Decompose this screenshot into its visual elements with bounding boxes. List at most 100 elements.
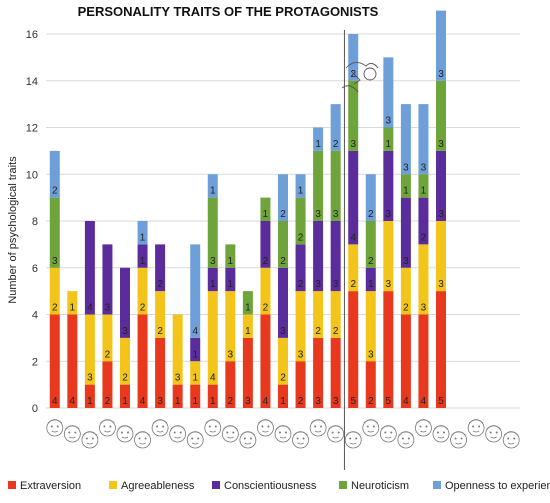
bar-segment [137,267,148,315]
bar-stacks: 4232411342231234211322131114141312311311… [49,10,446,408]
bar-segment [400,267,411,315]
bar-segment [49,267,60,315]
bar-value-label: 3 [403,256,409,267]
bar-value-label: 2 [368,209,374,220]
bar-value-label: 1 [368,279,374,290]
bar-segment [225,291,236,362]
bar-value-label: 3 [157,396,163,407]
bar-segment [260,221,271,268]
bar-segment [120,267,130,338]
bar-value-label: 1 [245,303,251,314]
bar-segment [190,337,201,362]
character-sketch-icon [151,419,169,437]
bar-value-label: 4 [52,396,58,407]
bar-value-label: 3 [438,139,444,150]
bar-segment [295,174,306,198]
y-tick-label: 2 [32,356,38,368]
bar-segment [278,337,288,385]
bar-value-label: 1 [210,186,216,197]
character-sketch-icon [239,431,257,449]
bar-segment [400,174,411,198]
character-sketch-icon [257,419,274,437]
bar-value-label: 3 [210,256,216,267]
bar-segment [49,197,60,268]
bar-segment [348,150,359,245]
bar-segment [365,291,376,362]
bar-value-label: 3 [175,373,181,384]
bar-segment [278,174,288,221]
character-sketch-icon [81,431,99,449]
doodle-icon [341,62,379,93]
legend: Extraversion Agreeableness Conscientiousne… [8,480,550,492]
bar-value-label: 3 [315,279,321,290]
bar-segment [313,127,324,151]
bar-value-label: 2 [368,256,374,267]
bar-value-label: 2 [280,209,286,220]
bar-value-label: 1 [386,139,392,150]
legend-item: Extraversion [8,480,81,492]
bar-segment [49,314,60,408]
legend-label: Conscientiousness [224,480,317,492]
bar-value-label: 3 [87,373,93,384]
bar-value-label: 1 [70,303,76,314]
y-tick-label: 14 [26,76,38,88]
bar-segment [155,244,166,292]
bar-value-label: 2 [298,232,304,243]
character-sketch-icon [99,419,116,437]
bar-segment [348,291,359,408]
bar-segment [313,150,324,221]
legend-swatch [8,481,16,489]
bar-value-label: 1 [228,256,234,267]
bar-value-label: 2 [368,396,374,407]
character-sketch-icon [467,419,485,437]
bar-segment [137,221,148,245]
character-sketch-icon [204,419,222,437]
bar-segment [102,361,113,408]
character-sketch-icon [327,425,345,443]
bar-segment [225,267,236,292]
legend-swatch [109,481,117,489]
bar-segment [120,337,130,385]
legend-item: Neuroticism [339,480,409,492]
bar-value-label: 1 [140,256,146,267]
bar-segment [348,80,359,151]
bar-segment [383,150,394,221]
bar-value-label: 4 [192,326,198,337]
bar-segment [383,221,394,292]
character-sketch-icon [134,431,151,449]
character-sketch-icon [46,419,64,437]
character-sketch-icon [116,425,134,443]
bar-value-label: 3 [280,326,286,337]
bar-segment [418,314,429,408]
bar-segment [436,10,446,81]
bar-segment [190,244,201,338]
bar-value-label: 3 [368,349,374,360]
y-tick-label: 16 [26,29,38,41]
y-tick-labels: 0 2 4 6 8 10 12 14 16 [26,29,38,415]
bar-value-label: 4 [421,396,427,407]
bar-value-label: 2 [333,139,339,150]
bar-segment [295,244,306,292]
bar-value-label: 2 [105,396,111,407]
character-sketch-icon [169,425,187,443]
y-tick-label: 4 [32,310,38,322]
bar-segment [330,291,341,338]
bar-segment [418,174,429,198]
bar-segment [330,337,341,408]
bar-segment [383,291,394,408]
character-sketch-icon [432,425,450,443]
character-sketch-icon [485,425,503,443]
bar-value-label: 3 [105,303,111,314]
character-sketch-icon [309,419,327,437]
bar-value-label: 3 [315,209,321,220]
bar-value-label: 2 [421,232,427,243]
bar-segment [330,150,341,221]
bar-segment [67,291,78,315]
bar-value-label: 3 [438,209,444,220]
chart-title: PERSONALITY TRAITS OF THE PROTAGONISTS [78,4,379,19]
character-sketch-icon [186,431,204,449]
bar-value-label: 3 [245,396,251,407]
bar-segment [436,150,446,221]
bar-value-label: 3 [333,396,339,407]
